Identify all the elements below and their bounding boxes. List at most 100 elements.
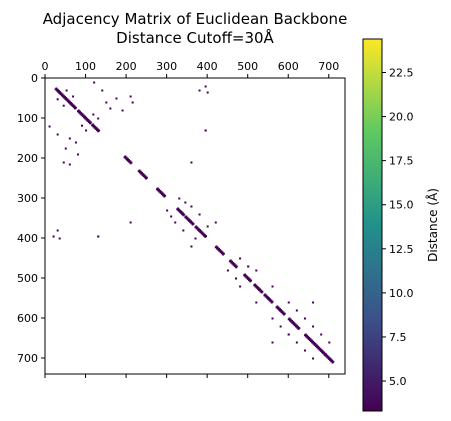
diagonal-cell <box>74 107 77 110</box>
diagonal-cell <box>265 296 268 299</box>
contact-cell <box>80 124 83 127</box>
colorbar: 5.0 7.5 10.0 12.5 15.0 17.5 20.0 22.5 Distance … <box>362 38 440 412</box>
diagonal-cell <box>244 275 247 278</box>
diagonal-cell <box>253 284 256 287</box>
diagonal-cell <box>92 125 95 128</box>
diagonal-cell <box>296 326 299 329</box>
contact-cell <box>62 161 65 164</box>
diagonal-cell <box>228 260 231 263</box>
contact-cell <box>56 98 59 101</box>
contact-cell <box>182 229 185 232</box>
diagonal-cell <box>306 336 309 339</box>
contact-cell <box>101 89 104 92</box>
contact-cell <box>72 95 75 98</box>
diagonal-cell <box>199 231 202 234</box>
contact-cell <box>194 237 197 240</box>
contact-cell <box>74 141 77 144</box>
diagonal-cell <box>94 127 97 130</box>
contact-cell <box>271 317 274 320</box>
diagonal-cell <box>79 112 82 115</box>
diagonal-cell <box>249 280 252 283</box>
contact-cell <box>62 104 65 107</box>
diagonal-cell <box>269 300 272 303</box>
y-tick-label: 100 <box>17 112 38 125</box>
diagonal-cell <box>329 359 332 362</box>
diagonal-cell <box>127 159 130 162</box>
diagonal-cell <box>140 172 143 175</box>
diagonal-cell <box>54 88 57 91</box>
contact-cell <box>97 235 100 238</box>
diagonal-cell <box>65 99 68 102</box>
diagonal-cell <box>331 361 334 364</box>
diagonal-cell <box>267 297 270 300</box>
diagonal-cell <box>80 113 83 116</box>
diagonal-cell <box>275 306 278 309</box>
diagonal-cell <box>288 319 291 322</box>
diagonal-cell <box>72 106 75 109</box>
y-tick-label: 500 <box>17 272 38 285</box>
diagonal-cell <box>163 195 166 198</box>
diagonal-cell <box>214 246 217 249</box>
diagonal-cell <box>64 97 67 100</box>
diagonal-cell <box>83 116 86 119</box>
chart-title: Adjacency Matrix of Euclidean Backbone <box>43 10 348 28</box>
diagonal-cell <box>258 289 261 292</box>
diagonal-cell <box>141 173 144 176</box>
diagonal-cell <box>182 214 185 217</box>
contact-cell <box>255 301 258 304</box>
diagonal-cell <box>316 346 319 349</box>
diagonal-cell <box>177 209 180 212</box>
diagonal-cell <box>312 342 315 345</box>
diagonal-cell <box>190 222 193 225</box>
contact-cell <box>190 205 193 208</box>
contact-cell <box>76 153 79 156</box>
contact-cell <box>287 301 290 304</box>
contact-cell <box>312 357 315 360</box>
diagonal-cell <box>218 249 221 252</box>
y-tick-label: 700 <box>17 352 38 365</box>
diagonal-cell <box>78 111 81 114</box>
diagonal-cell <box>195 227 198 230</box>
diagonal-cell <box>188 219 191 222</box>
diagonal-cell <box>184 216 187 219</box>
contact-cell <box>320 333 323 336</box>
diagonal-cell <box>233 265 236 268</box>
contact-cell <box>279 325 282 328</box>
contact-cell <box>198 213 201 216</box>
diagonal-cell <box>263 294 266 297</box>
diagonal-cell <box>322 352 325 355</box>
diagonal-cell <box>327 357 330 360</box>
contact-cell <box>287 333 290 336</box>
contact-cell <box>206 91 209 94</box>
contact-cell <box>48 125 51 128</box>
diagonal-cell <box>176 208 179 211</box>
diagonal-cell <box>137 170 140 173</box>
contact-cell <box>247 265 250 268</box>
diagonal-cell <box>232 263 235 266</box>
contact-cell <box>190 245 193 248</box>
diagonal-cell <box>191 223 194 226</box>
contact-cell <box>328 341 331 344</box>
contact-cell <box>65 89 68 92</box>
contact-cell <box>129 95 132 98</box>
x-tick-label: 200 <box>116 60 137 73</box>
contact-cell <box>235 277 238 280</box>
plot-area: 0 100 200 300 400 500 600 700 0 100 200 300 400 500 6… <box>17 60 346 378</box>
diagonal-cell <box>325 355 328 358</box>
diagonal-cell <box>222 253 225 256</box>
contact-cell <box>271 341 274 344</box>
diagonal-cell <box>128 161 131 164</box>
diagonal-cell <box>186 218 189 221</box>
diagonal-cell <box>245 276 248 279</box>
contact-cell <box>255 269 258 272</box>
diagonal-cell <box>230 261 233 264</box>
contact-cell <box>97 117 100 120</box>
diagonal-cell <box>95 129 98 132</box>
colorbar-tick-label: 7.5 <box>389 331 407 344</box>
diagonal-cell <box>124 157 127 160</box>
diagonal-cell <box>70 103 73 106</box>
x-tick-label: 400 <box>197 60 218 73</box>
contact-cell <box>198 89 201 92</box>
diagonal-cell <box>68 101 71 104</box>
diagonal-cell <box>85 118 88 121</box>
